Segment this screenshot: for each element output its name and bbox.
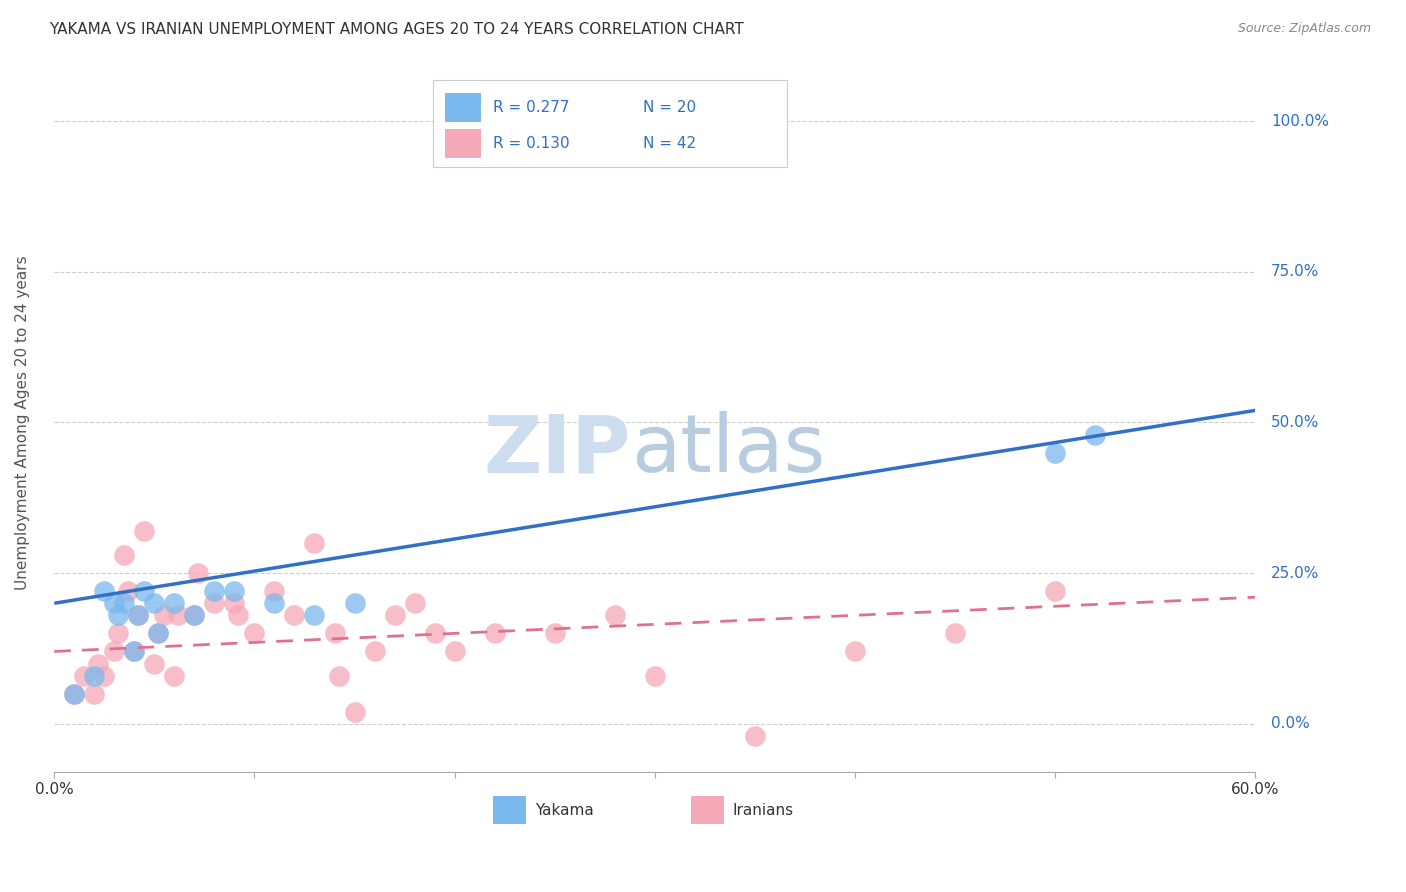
Text: N = 20: N = 20 xyxy=(643,100,696,115)
FancyBboxPatch shape xyxy=(433,80,787,168)
Point xyxy=(143,657,166,671)
Point xyxy=(83,668,105,682)
Point xyxy=(304,608,326,623)
Point xyxy=(323,626,346,640)
FancyBboxPatch shape xyxy=(444,93,481,122)
Text: 25.0%: 25.0% xyxy=(1271,566,1320,581)
Point xyxy=(443,644,465,658)
Point xyxy=(224,596,246,610)
Point xyxy=(243,626,266,640)
Text: Yakama: Yakama xyxy=(534,803,593,818)
Point xyxy=(143,596,166,610)
FancyBboxPatch shape xyxy=(444,129,481,158)
Text: 50.0%: 50.0% xyxy=(1271,415,1320,430)
Point xyxy=(304,536,326,550)
Point xyxy=(404,596,426,610)
Point xyxy=(544,626,567,640)
Point xyxy=(73,668,96,682)
Point xyxy=(93,668,115,682)
Point xyxy=(1084,427,1107,442)
Text: R = 0.130: R = 0.130 xyxy=(492,136,569,151)
FancyBboxPatch shape xyxy=(690,797,724,824)
Text: R = 0.277: R = 0.277 xyxy=(492,100,569,115)
Point xyxy=(183,608,205,623)
Point xyxy=(204,584,226,599)
Point xyxy=(328,668,350,682)
Point xyxy=(343,705,366,719)
Point xyxy=(134,584,156,599)
Point xyxy=(204,596,226,610)
Point xyxy=(63,687,86,701)
Point xyxy=(228,608,250,623)
Point xyxy=(363,644,385,658)
Point xyxy=(127,608,149,623)
Text: 100.0%: 100.0% xyxy=(1271,113,1329,128)
Point xyxy=(87,657,110,671)
Point xyxy=(103,644,125,658)
Point xyxy=(167,608,190,623)
Point xyxy=(283,608,305,623)
Point xyxy=(124,644,146,658)
Point xyxy=(423,626,446,640)
Point xyxy=(112,548,135,562)
Point xyxy=(343,596,366,610)
Point xyxy=(163,668,186,682)
Point xyxy=(1043,445,1066,459)
Text: 75.0%: 75.0% xyxy=(1271,264,1320,279)
Y-axis label: Unemployment Among Ages 20 to 24 years: Unemployment Among Ages 20 to 24 years xyxy=(15,255,30,590)
Point xyxy=(263,584,285,599)
Point xyxy=(153,608,176,623)
FancyBboxPatch shape xyxy=(492,797,526,824)
Point xyxy=(224,584,246,599)
Point xyxy=(484,626,506,640)
Point xyxy=(107,608,129,623)
Point xyxy=(1043,584,1066,599)
Point xyxy=(117,584,139,599)
Point xyxy=(384,608,406,623)
Point xyxy=(127,608,149,623)
Point xyxy=(148,626,170,640)
Point xyxy=(63,687,86,701)
Text: YAKAMA VS IRANIAN UNEMPLOYMENT AMONG AGES 20 TO 24 YEARS CORRELATION CHART: YAKAMA VS IRANIAN UNEMPLOYMENT AMONG AGE… xyxy=(49,22,744,37)
Point xyxy=(263,596,285,610)
Point xyxy=(93,584,115,599)
Point xyxy=(124,644,146,658)
Point xyxy=(183,608,205,623)
Point xyxy=(103,596,125,610)
Text: atlas: atlas xyxy=(631,411,825,490)
Point xyxy=(112,596,135,610)
Point xyxy=(644,668,666,682)
Text: 0.0%: 0.0% xyxy=(1271,716,1310,731)
Point xyxy=(844,644,866,658)
Text: Source: ZipAtlas.com: Source: ZipAtlas.com xyxy=(1237,22,1371,36)
Point xyxy=(148,626,170,640)
Point xyxy=(943,626,966,640)
Text: ZIP: ZIP xyxy=(484,411,631,490)
Point xyxy=(603,608,626,623)
Text: N = 42: N = 42 xyxy=(643,136,696,151)
Point xyxy=(107,626,129,640)
Text: Iranians: Iranians xyxy=(733,803,794,818)
Point xyxy=(134,524,156,538)
Point xyxy=(83,687,105,701)
Point xyxy=(187,566,209,581)
Point xyxy=(744,729,766,743)
Point xyxy=(163,596,186,610)
